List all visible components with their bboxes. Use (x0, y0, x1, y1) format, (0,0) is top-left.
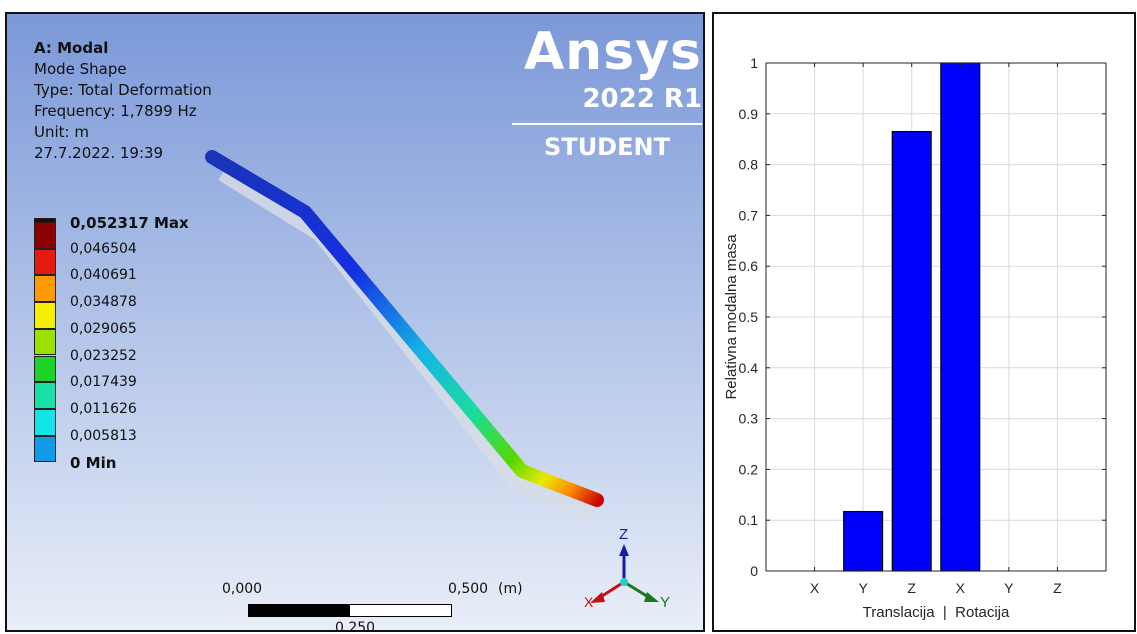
y-tick-label: 0.1 (739, 512, 759, 528)
scale-unit-label: (m) (498, 581, 523, 597)
axis-triad[interactable]: Z Y X (584, 526, 670, 611)
brand-name: Ansys (523, 22, 702, 82)
bar (940, 62, 981, 572)
deformed-beam-body (205, 150, 604, 507)
legend-swatch (34, 275, 56, 303)
scale-start-label: 0,000 (222, 581, 263, 597)
x-tick-label: Y (1004, 580, 1014, 596)
y-tick-label: 0.6 (739, 258, 759, 274)
triad-x-label: X (584, 594, 594, 610)
chart-panel: 0 0.1 0.2 0.3 0.4 0.5 0.6 0.7 0.8 0.9 1 X Y Z X Y Z Trans… (712, 12, 1136, 632)
result-info: A: Modal Mode Shape Type: Total Deformat… (34, 38, 212, 164)
y-tick-label: 0.2 (739, 461, 759, 477)
modal-mass-bar-chart: 0 0.1 0.2 0.3 0.4 0.5 0.6 0.7 0.8 0.9 1 X Y Z X Y Z Trans… (723, 55, 1107, 621)
y-tick-label: 0.9 (739, 106, 759, 122)
scale-bar-white (349, 604, 452, 617)
y-tick-label: 0.3 (739, 411, 759, 427)
y-tick-label: 0.4 (739, 360, 759, 376)
y-tick-label: 0.7 (739, 207, 759, 223)
result-timestamp: 27.7.2022. 19:39 (34, 144, 164, 162)
legend-value-label: 0,029065 (70, 320, 137, 337)
legend-swatch (34, 302, 56, 329)
scale-mid-label: 0,250 (335, 620, 376, 632)
legend-value-label: 0,034878 (70, 294, 137, 311)
brand-version: 2022 R1 (582, 84, 702, 114)
x-tick-label: Z (1053, 580, 1062, 596)
scale-bar: 0,000 0,500 (m) 0,250 (222, 574, 523, 632)
result-name: Mode Shape (34, 60, 127, 78)
triad-z-label: Z (619, 526, 628, 543)
x-tick-label: X (810, 580, 820, 596)
legend-value-label: 0,023252 (70, 347, 137, 364)
result-type: Type: Total Deformation (34, 81, 212, 99)
result-unit: Unit: m (34, 123, 89, 141)
legend-value-label: 0,011626 (70, 400, 137, 417)
x-tick-label: Y (858, 580, 868, 596)
legend-swatch (34, 248, 56, 276)
legend-swatch (34, 382, 56, 409)
brand-edition: STUDENT (544, 133, 670, 161)
y-tick-label: 0.8 (739, 157, 759, 173)
legend-swatch (34, 328, 56, 356)
undeformed-beam-shadow (218, 168, 595, 523)
brand-divider (512, 123, 702, 125)
y-axis-label: Relativna modalna masa (723, 234, 740, 400)
legend-value-label: 0,040691 (70, 267, 137, 284)
legend-value-label: 0,017439 (70, 374, 137, 391)
x-axis-label: Translacija | Rotacija (863, 604, 1010, 621)
result-frequency: Frequency: 1,7899 Hz (34, 102, 197, 120)
legend-value-label: 0,005813 (70, 427, 137, 444)
bar (891, 130, 932, 572)
deformed-beam: Z Y X (205, 150, 670, 611)
ansys-viewport[interactable]: A: Modal Mode Shape Type: Total Deformat… (5, 12, 705, 632)
bar (843, 510, 884, 572)
x-tick-label: X (956, 580, 966, 596)
legend-swatch (34, 435, 56, 463)
y-tick-label: 1 (750, 55, 758, 71)
scale-end-label: 0,500 (448, 581, 489, 597)
legend-swatch (34, 355, 56, 383)
triad-y-label: Y (660, 594, 670, 611)
y-tick-label: 0.5 (739, 309, 759, 325)
y-tick-label: 0 (750, 563, 758, 579)
legend-swatch (34, 408, 56, 436)
legend-value-label: 0,046504 (70, 240, 137, 257)
legend-value-label: 0,052317 Max (70, 214, 189, 232)
x-tick-label: Z (907, 580, 916, 596)
ansys-logo: Ansys 2022 R1 STUDENT (512, 22, 702, 161)
legend-value-label: 0 Min (70, 454, 117, 473)
legend-top-cap (34, 218, 56, 223)
scale-bar-black (248, 604, 351, 617)
analysis-title: A: Modal (34, 39, 109, 57)
